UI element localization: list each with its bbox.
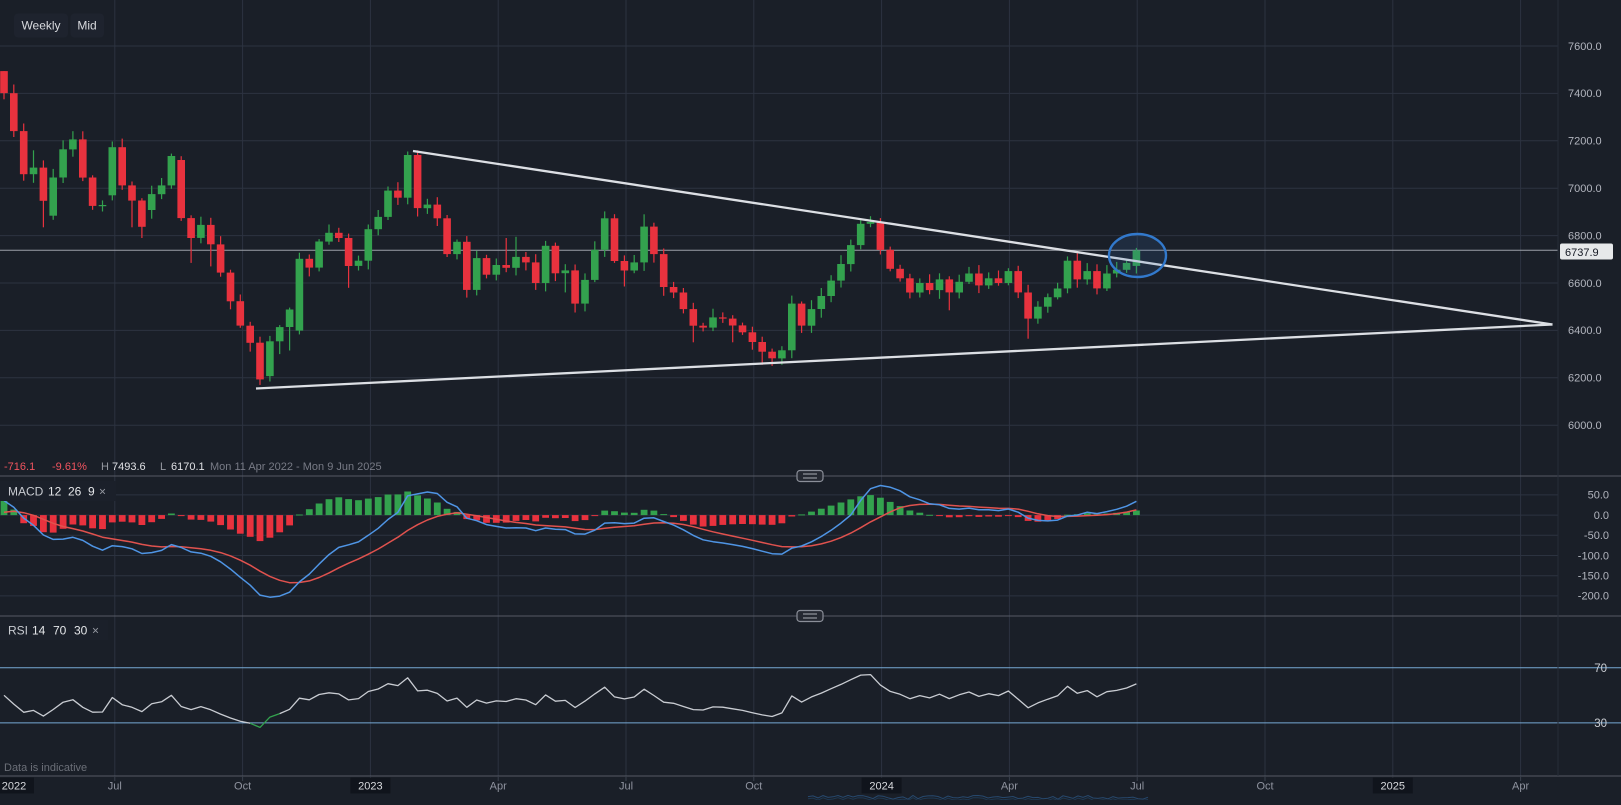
- svg-text:2022: 2022: [2, 781, 26, 793]
- svg-text:70: 70: [53, 624, 67, 638]
- svg-text:0.0: 0.0: [1594, 510, 1609, 522]
- svg-text:6800.0: 6800.0: [1568, 230, 1602, 242]
- svg-text:6200.0: 6200.0: [1568, 373, 1602, 385]
- svg-text:-716.1: -716.1: [4, 461, 35, 473]
- svg-text:6400.0: 6400.0: [1568, 325, 1602, 337]
- svg-text:-100.0: -100.0: [1578, 550, 1609, 562]
- svg-text:Mid: Mid: [77, 19, 96, 33]
- svg-text:-9.61%: -9.61%: [52, 461, 87, 473]
- svg-text:6000.0: 6000.0: [1568, 420, 1602, 432]
- svg-text:50.0: 50.0: [1588, 490, 1609, 502]
- svg-text:-200.0: -200.0: [1578, 591, 1609, 603]
- svg-text:2023: 2023: [358, 781, 382, 793]
- svg-text:-150.0: -150.0: [1578, 571, 1609, 583]
- svg-text:14: 14: [32, 624, 46, 638]
- svg-text:12: 12: [48, 485, 62, 499]
- svg-text:Apr: Apr: [490, 781, 507, 793]
- svg-text:Apr: Apr: [1512, 781, 1529, 793]
- svg-text:70: 70: [1594, 663, 1607, 675]
- svg-text:26: 26: [68, 485, 82, 499]
- svg-text:6170.1: 6170.1: [171, 461, 205, 473]
- svg-text:30: 30: [1594, 718, 1607, 730]
- svg-text:Weekly: Weekly: [21, 19, 60, 33]
- svg-text:7000.0: 7000.0: [1568, 183, 1602, 195]
- svg-text:Jul: Jul: [619, 781, 633, 793]
- svg-text:Jul: Jul: [1130, 781, 1144, 793]
- svg-text:L: L: [160, 461, 166, 473]
- svg-text:6737.9: 6737.9: [1565, 247, 1599, 259]
- svg-text:Oct: Oct: [1256, 781, 1273, 793]
- svg-text:×: ×: [92, 624, 99, 638]
- svg-text:7600.0: 7600.0: [1568, 41, 1602, 53]
- svg-text:7400.0: 7400.0: [1568, 88, 1602, 100]
- svg-text:Data is indicative: Data is indicative: [4, 762, 87, 774]
- svg-text:2024: 2024: [869, 781, 893, 793]
- svg-text:9: 9: [88, 485, 95, 499]
- svg-text:×: ×: [99, 485, 106, 499]
- svg-text:H: H: [101, 461, 109, 473]
- svg-text:Jul: Jul: [108, 781, 122, 793]
- svg-text:Oct: Oct: [745, 781, 762, 793]
- svg-text:-50.0: -50.0: [1584, 530, 1609, 542]
- svg-text:Apr: Apr: [1001, 781, 1018, 793]
- svg-text:Mon 11 Apr 2022 - Mon 9 Jun 20: Mon 11 Apr 2022 - Mon 9 Jun 2025: [210, 461, 382, 473]
- svg-text:2025: 2025: [1381, 781, 1405, 793]
- svg-text:MACD: MACD: [8, 485, 44, 499]
- svg-text:Oct: Oct: [234, 781, 251, 793]
- svg-text:30: 30: [74, 624, 88, 638]
- svg-text:6600.0: 6600.0: [1568, 278, 1602, 290]
- svg-text:7493.6: 7493.6: [112, 461, 146, 473]
- svg-text:RSI: RSI: [8, 624, 28, 638]
- svg-text:7200.0: 7200.0: [1568, 136, 1602, 148]
